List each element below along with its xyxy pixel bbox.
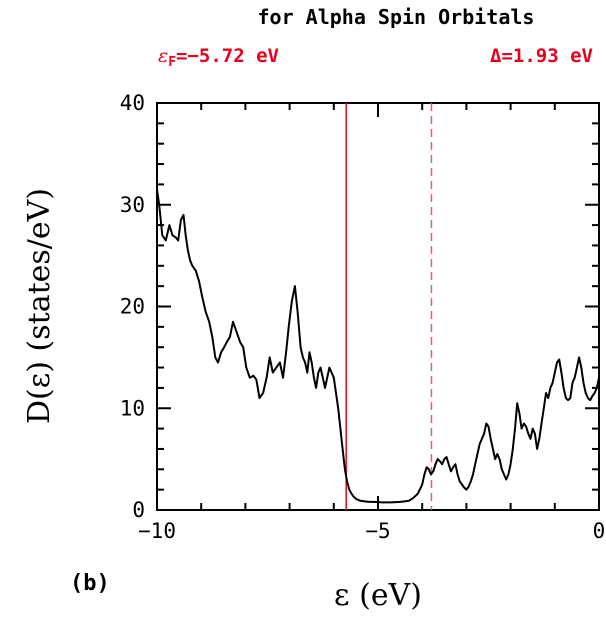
y-axis-label: D(ε) (states/eV) (22, 188, 57, 424)
gap-label: Δ=1.93 eV (490, 45, 593, 67)
y-axis-ticks: 0 10 20 30 40 (120, 91, 599, 522)
y-tick-label: 0 (132, 498, 145, 522)
y-tick-label: 30 (120, 193, 145, 217)
fermi-level-label: εF=−5.72 eV (158, 45, 279, 70)
y-tick-label: 40 (120, 91, 145, 115)
plot-frame (156, 102, 600, 511)
y-tick-label: 20 (120, 295, 145, 319)
chart-title: for Alpha Spin Orbitals (258, 5, 535, 29)
x-axis-ticks: −10 −5 0 (138, 103, 605, 543)
x-tick-label: −5 (365, 519, 390, 543)
y-tick-label: 10 (120, 396, 145, 420)
x-tick-label: −10 (138, 519, 176, 543)
dos-curve (156, 189, 600, 504)
x-axis-label: ε (eV) (334, 578, 422, 613)
panel-label: (b) (70, 571, 110, 596)
x-tick-label: 0 (593, 519, 606, 543)
